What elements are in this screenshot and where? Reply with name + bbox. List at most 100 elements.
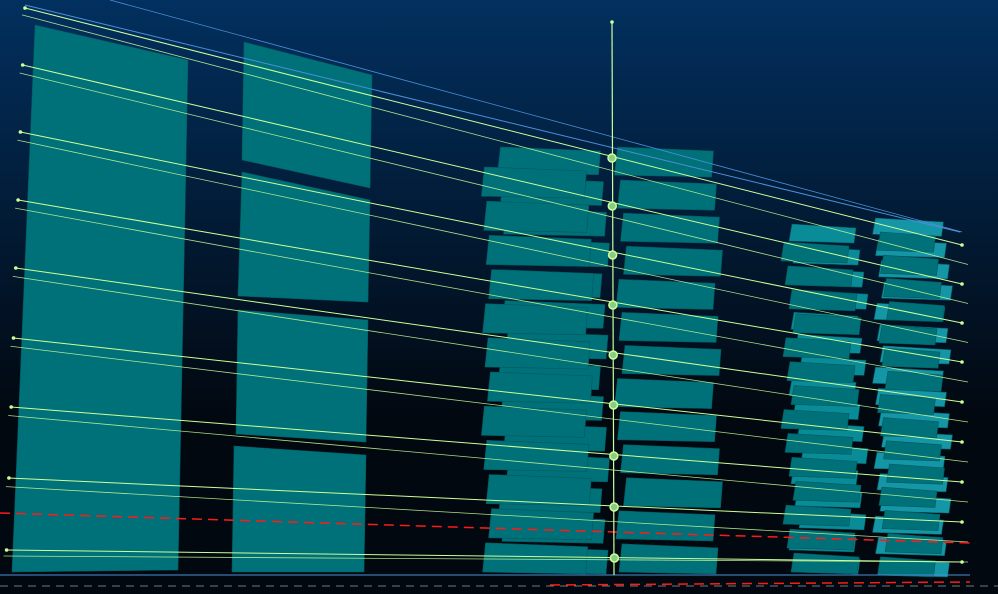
stacked-box xyxy=(618,543,719,575)
guide-point xyxy=(960,243,964,247)
stacked-box xyxy=(788,289,858,312)
guide-line xyxy=(24,7,963,246)
guide-line xyxy=(21,14,969,265)
vertical-axis-line xyxy=(611,21,615,576)
guide-line xyxy=(5,486,969,543)
stacked-box xyxy=(497,146,601,176)
axis-marker-icon[interactable] xyxy=(609,502,619,512)
stacked-box xyxy=(878,486,938,508)
guide-line xyxy=(3,555,969,563)
guide-point xyxy=(960,282,964,286)
guide-line xyxy=(12,276,969,423)
guide-point xyxy=(18,130,23,134)
stacked-box xyxy=(878,324,938,346)
guide-line xyxy=(18,199,963,363)
guide-point xyxy=(20,63,25,67)
box xyxy=(237,171,371,303)
stacked-box xyxy=(788,457,858,479)
guide-point xyxy=(960,520,964,524)
stacked-box xyxy=(620,444,720,476)
guide-point xyxy=(960,400,964,404)
box xyxy=(235,309,369,443)
axis-marker-icon[interactable] xyxy=(608,400,619,410)
box xyxy=(241,41,373,189)
stacked-box xyxy=(881,347,941,369)
guide-line xyxy=(17,139,969,343)
stacked-box xyxy=(623,477,723,509)
stacked-box xyxy=(782,337,852,359)
guide-point xyxy=(9,405,13,409)
guide-point xyxy=(960,440,964,444)
stacked-box xyxy=(788,223,857,244)
stacked-box xyxy=(488,269,594,301)
stacked-box xyxy=(617,411,717,442)
stacked-box xyxy=(614,378,714,409)
guide-point xyxy=(7,476,11,480)
guide-point xyxy=(960,321,964,325)
guide-line xyxy=(10,345,969,463)
guide-point xyxy=(23,6,27,10)
axis-marker-icon[interactable] xyxy=(609,451,619,461)
rack-panel xyxy=(11,24,189,573)
stacked-box xyxy=(482,303,588,336)
guide-line xyxy=(11,406,963,483)
red-dashed-line xyxy=(549,581,971,586)
axis-marker-icon xyxy=(610,20,614,24)
axis-marker-icon[interactable] xyxy=(608,300,618,310)
guide-point xyxy=(960,480,964,484)
guide-line xyxy=(13,337,963,443)
stacked-box xyxy=(792,480,862,503)
stacked-box xyxy=(617,179,717,211)
rack-boxes xyxy=(11,24,953,578)
stacked-box xyxy=(877,394,936,415)
stacked-box xyxy=(877,231,936,253)
axis-marker-icon[interactable] xyxy=(609,553,620,563)
guide-point xyxy=(14,266,18,270)
bounding-line xyxy=(109,0,963,233)
stacked-box xyxy=(481,405,587,438)
stacked-box xyxy=(780,409,850,431)
stacked-box xyxy=(880,254,939,276)
stacked-box xyxy=(883,440,942,462)
guide-point xyxy=(960,360,964,364)
guide-point xyxy=(16,198,20,202)
stacked-box xyxy=(485,474,592,506)
guide-line xyxy=(19,72,969,304)
stacked-box xyxy=(784,265,854,288)
stacked-box xyxy=(483,200,590,233)
stacked-box xyxy=(487,371,593,404)
guide-point xyxy=(11,336,16,340)
guide-line xyxy=(8,477,963,523)
red-dashed-line xyxy=(0,512,971,544)
stacked-box xyxy=(790,385,860,407)
stacked-box xyxy=(615,510,716,542)
stacked-box xyxy=(483,440,590,472)
guide-line xyxy=(8,415,969,503)
stacked-box xyxy=(884,533,944,555)
stacked-box xyxy=(484,337,591,370)
guide-line xyxy=(20,131,963,324)
guide-point xyxy=(960,560,964,564)
axis-marker-icon[interactable] xyxy=(607,250,618,260)
guide-line xyxy=(22,64,963,285)
stacked-box xyxy=(620,212,720,244)
guide-point xyxy=(4,548,9,552)
box xyxy=(231,445,367,573)
guide-line xyxy=(15,207,969,383)
stacked-box xyxy=(792,313,862,336)
stacked-box xyxy=(488,508,594,541)
axis-marker-icon[interactable] xyxy=(607,153,617,163)
stacked-box xyxy=(482,542,588,575)
stacked-box xyxy=(780,241,850,264)
guide-line xyxy=(6,549,963,563)
axis-marker-icon[interactable] xyxy=(608,350,618,360)
axis-marker-icon[interactable] xyxy=(607,201,618,211)
bounding-line xyxy=(24,4,961,233)
stacked-box xyxy=(623,245,723,277)
stacked-box xyxy=(790,552,860,575)
vertical-axis[interactable] xyxy=(607,20,620,576)
stacked-box xyxy=(881,510,941,531)
